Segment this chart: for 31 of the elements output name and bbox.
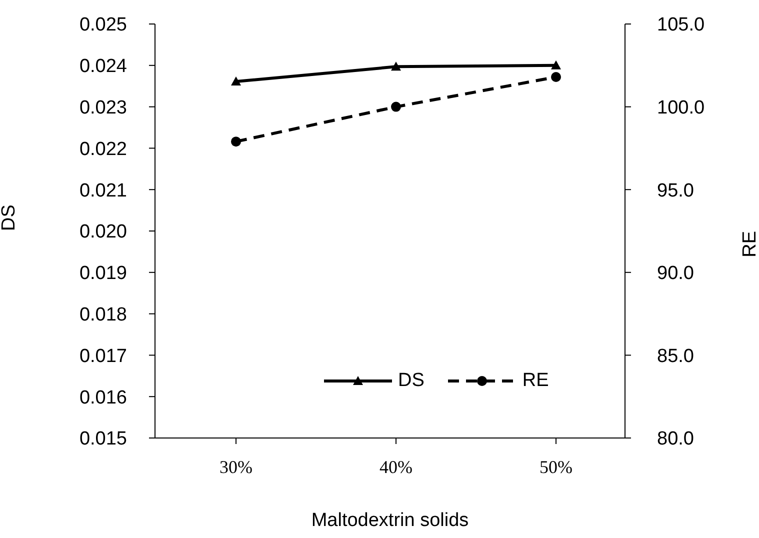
y-axis-title: DS bbox=[0, 204, 20, 231]
point bbox=[391, 62, 401, 71]
point bbox=[391, 102, 401, 112]
y2-tick-label: 90.0 bbox=[657, 263, 694, 284]
y2-tick-label: 95.0 bbox=[657, 180, 694, 202]
point bbox=[551, 60, 561, 70]
point bbox=[551, 72, 561, 82]
legend-label: RE bbox=[522, 370, 549, 392]
y-tick-label: 0.019 bbox=[79, 263, 127, 284]
y-tick-label: 0.016 bbox=[79, 387, 127, 408]
x-tick-label: 30% bbox=[220, 456, 252, 477]
y-tick-label: 0.015 bbox=[79, 428, 127, 450]
legend-label: DS bbox=[398, 370, 424, 392]
y-tick-label: 0.023 bbox=[79, 98, 127, 119]
y-tick-label: 0.020 bbox=[79, 222, 127, 243]
point bbox=[231, 76, 241, 86]
y2-tick-label: 80.0 bbox=[657, 428, 694, 450]
y2-tick-label: 105.0 bbox=[657, 14, 705, 36]
y2-tick-label: 85.0 bbox=[657, 346, 694, 367]
x-axis-title: Maltodextrin solids bbox=[311, 510, 469, 531]
y-tick-label: 0.018 bbox=[79, 304, 127, 326]
point bbox=[231, 136, 241, 147]
y-tick-label: 0.017 bbox=[79, 346, 127, 367]
y-tick-label: 0.022 bbox=[79, 138, 127, 160]
y-tick-label: 0.024 bbox=[79, 56, 128, 78]
y-tick-label: 0.025 bbox=[79, 14, 127, 36]
y2-tick-label: 100.0 bbox=[657, 98, 705, 119]
y-tick-label: 0.021 bbox=[79, 180, 127, 202]
y2-axis-title: RE bbox=[740, 231, 759, 258]
x-tick-label: 50% bbox=[540, 456, 572, 477]
x-tick-label: 40% bbox=[380, 456, 412, 477]
